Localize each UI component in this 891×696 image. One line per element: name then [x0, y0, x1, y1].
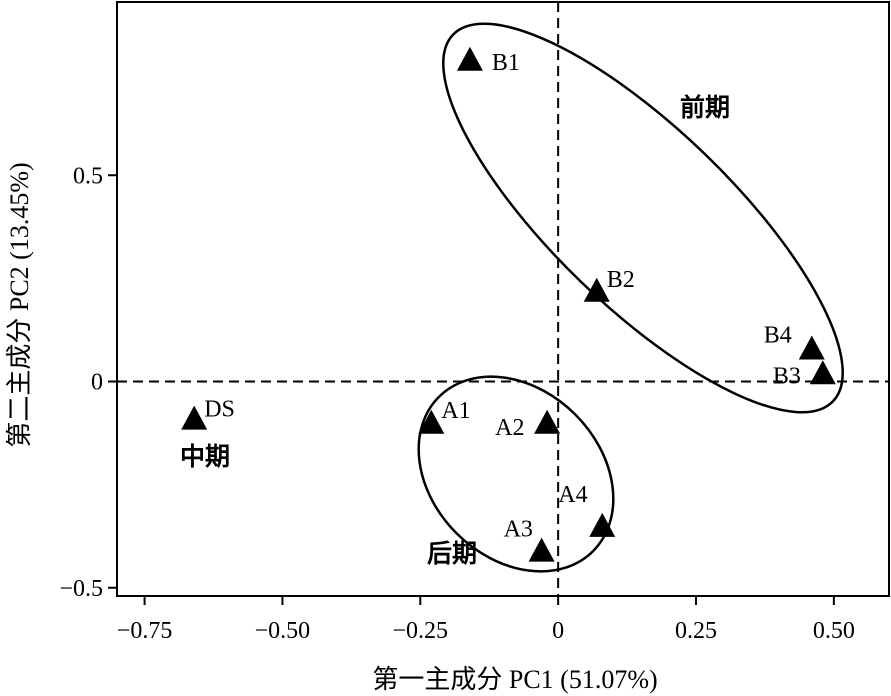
y-axis-title: 第二主成分 PC2 (13.45%): [5, 162, 34, 447]
y-tick-label: −0.5: [59, 576, 103, 602]
cluster-ellipse-late: [417, 375, 615, 573]
cluster-ellipse-early: [442, 22, 844, 414]
point-label-b1: B1: [492, 50, 520, 76]
x-tick-label: −0.50: [255, 618, 311, 644]
data-point-a3: [528, 537, 555, 562]
x-tick-label: 0: [552, 618, 564, 644]
x-tick-label: 0.50: [813, 618, 855, 644]
x-tick-label: −0.25: [393, 618, 449, 644]
data-point-b1: [456, 46, 483, 71]
data-point-a1: [418, 409, 445, 434]
data-point-b2: [583, 277, 610, 302]
group-label-0: 前期: [680, 93, 730, 122]
data-point-b3: [809, 360, 836, 385]
group-label-2: 后期: [427, 539, 477, 568]
point-label-ds: DS: [204, 397, 235, 423]
data-point-a2: [534, 409, 561, 434]
data-point-ds: [181, 405, 208, 430]
point-label-b4: B4: [764, 323, 792, 349]
plot-frame: [116, 1, 890, 597]
x-tick-label: 0.25: [675, 618, 717, 644]
y-tick-label: 0: [91, 370, 103, 396]
point-label-a1: A1: [441, 398, 470, 424]
y-tick-label: 0.5: [73, 163, 103, 189]
x-tick-label: −0.75: [117, 618, 173, 644]
data-point-a4: [589, 512, 616, 537]
x-axis-title: 第一主成分 PC1 (51.07%): [372, 665, 657, 694]
point-label-a3: A3: [504, 517, 533, 543]
point-label-a2: A2: [495, 415, 524, 441]
point-label-b3: B3: [773, 363, 801, 389]
group-label-1: 中期: [180, 442, 230, 471]
point-label-b2: B2: [607, 267, 635, 293]
point-label-a4: A4: [558, 482, 587, 508]
data-point-b4: [798, 335, 825, 360]
